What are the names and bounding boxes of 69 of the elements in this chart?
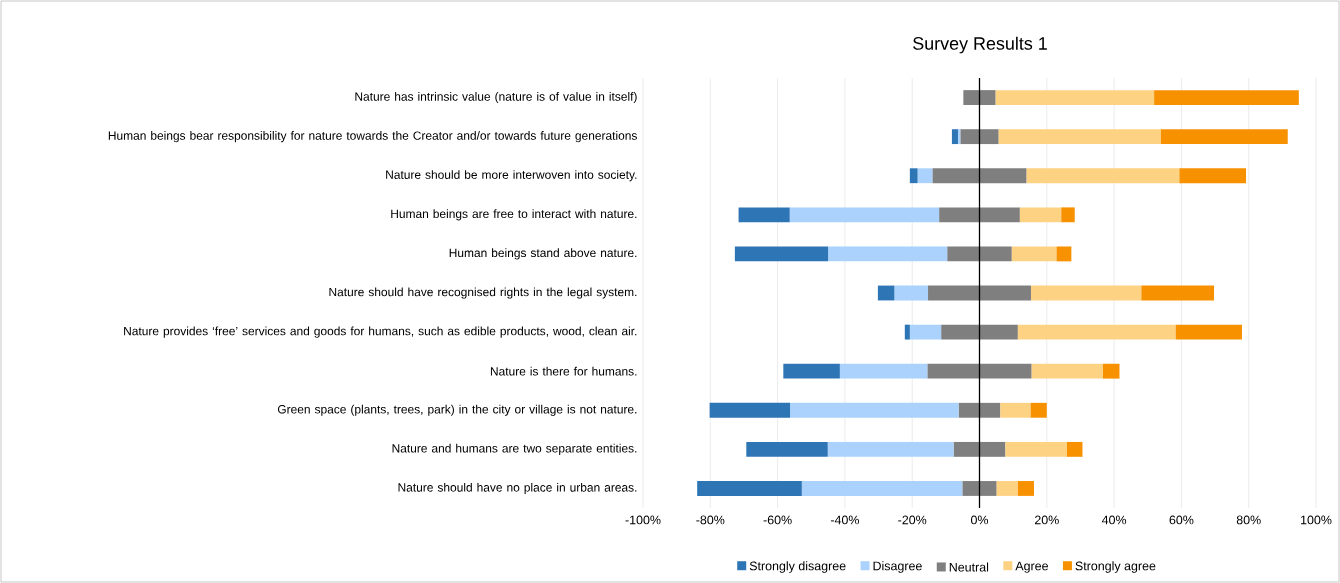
legend-label: Strongly disagree bbox=[749, 561, 846, 573]
y-tick-label: Nature has intrinsic value (nature is of value in itself) bbox=[355, 91, 637, 104]
bar bbox=[1175, 324, 1242, 340]
x-tick-label: 20% bbox=[1034, 515, 1059, 525]
bar bbox=[839, 363, 928, 379]
bar bbox=[746, 441, 828, 457]
bar bbox=[1067, 441, 1083, 457]
y-tick-label: Nature is there for humans. bbox=[490, 366, 637, 376]
bar bbox=[789, 207, 940, 223]
legend-label: Agree bbox=[1015, 561, 1048, 573]
bar bbox=[996, 481, 1018, 496]
bar bbox=[1030, 402, 1047, 418]
bar bbox=[1154, 90, 1299, 105]
y-tick-label: Green space (plants, trees, park) in the city or village is not nature. bbox=[277, 404, 637, 416]
bar bbox=[1160, 129, 1288, 145]
bar bbox=[1026, 168, 1180, 184]
legend-label: Strongly agree bbox=[1075, 561, 1156, 573]
bar bbox=[909, 324, 942, 340]
bar bbox=[998, 129, 1161, 145]
bar bbox=[790, 402, 959, 418]
x-tick-label: -60% bbox=[763, 515, 792, 525]
bar bbox=[1056, 246, 1072, 262]
bar bbox=[1103, 363, 1120, 379]
bar bbox=[917, 168, 933, 184]
y-tick-label: Human beings are free to interact with nature. bbox=[391, 209, 637, 221]
x-tick-label: -80% bbox=[696, 515, 725, 525]
bar bbox=[1017, 324, 1176, 340]
y-tick-label: Nature should have no place in urban areas. bbox=[398, 482, 637, 495]
bar bbox=[1061, 207, 1075, 223]
x-tick-label: 0% bbox=[970, 515, 989, 525]
bar bbox=[801, 481, 963, 496]
legend-label: Neutral bbox=[949, 562, 989, 572]
bar bbox=[1005, 441, 1067, 457]
y-tick-label: Nature should have recognised rights in the legal system. bbox=[329, 287, 637, 299]
bar bbox=[951, 129, 958, 145]
bar bbox=[995, 90, 1155, 105]
y-tick-label: Nature and humans are two separate entities. bbox=[392, 443, 637, 455]
x-tick-label: -100% bbox=[625, 515, 661, 525]
bar bbox=[909, 168, 918, 184]
x-tick-label: 60% bbox=[1169, 515, 1194, 525]
y-tick-label: Human beings stand above nature. bbox=[449, 248, 637, 260]
y-tick-label: Human beings bear responsibility for nature towards the Creator and/or towards future generations bbox=[108, 131, 637, 143]
bar bbox=[1000, 402, 1031, 418]
bar bbox=[783, 363, 840, 379]
x-tick-label: 100% bbox=[1301, 515, 1332, 525]
bar bbox=[1031, 363, 1103, 379]
chart-title: Survey Results 1 bbox=[913, 36, 1047, 54]
bar bbox=[894, 285, 929, 301]
bar bbox=[1030, 285, 1142, 301]
x-tick-label: 80% bbox=[1236, 515, 1261, 525]
bar bbox=[1019, 207, 1062, 223]
bar bbox=[827, 441, 954, 457]
y-tick-label: Nature provides ‘free’ services and goods for humans, such as edible products, wood, clean air. bbox=[124, 326, 637, 338]
legend-label: Disagree bbox=[873, 561, 922, 573]
bar bbox=[1011, 246, 1057, 262]
y-tick-label: Nature should be more interwoven into society. bbox=[386, 170, 637, 182]
bar bbox=[1017, 481, 1035, 496]
x-tick-label: -20% bbox=[898, 515, 927, 525]
bar bbox=[1141, 285, 1215, 301]
bar bbox=[738, 207, 790, 223]
bar bbox=[697, 481, 802, 496]
bar bbox=[904, 324, 910, 340]
bar bbox=[709, 402, 791, 418]
bar bbox=[1179, 168, 1247, 184]
bar bbox=[734, 246, 829, 262]
bar bbox=[877, 285, 895, 301]
x-tick-label: -40% bbox=[830, 515, 859, 525]
bar bbox=[828, 246, 948, 262]
x-tick-label: 40% bbox=[1101, 515, 1127, 525]
